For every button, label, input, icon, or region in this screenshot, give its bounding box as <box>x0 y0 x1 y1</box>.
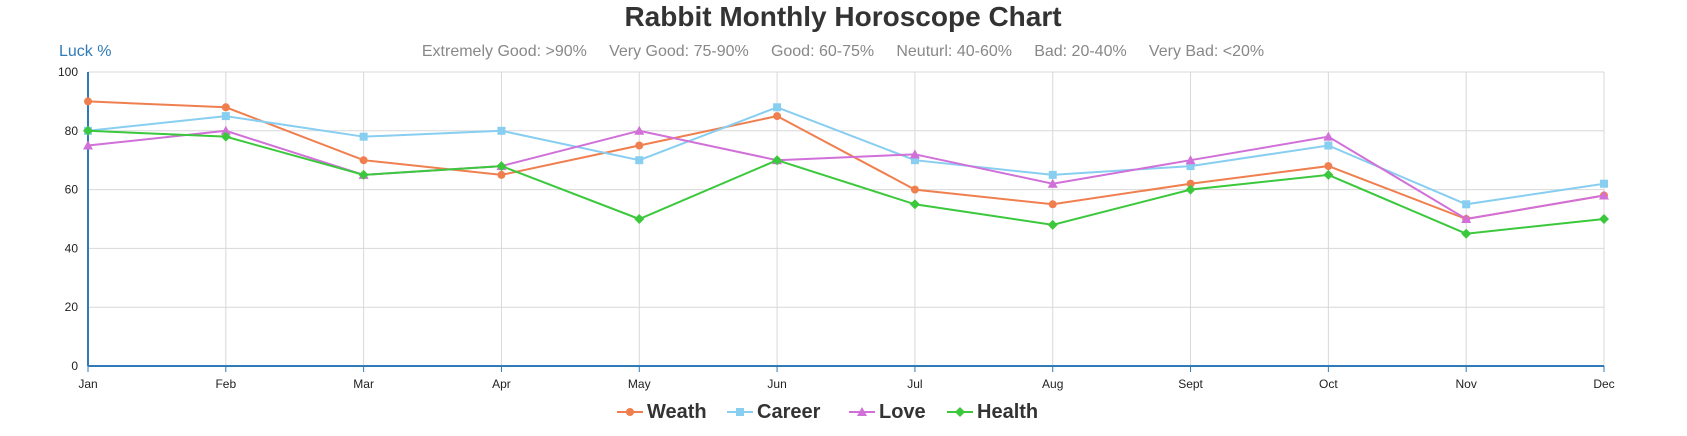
series-lines <box>83 97 1609 239</box>
data-point-love[interactable] <box>1185 155 1196 165</box>
legend-marker-icon[interactable] <box>857 407 867 416</box>
series-line-love[interactable] <box>87 129 1605 221</box>
data-point-career[interactable] <box>1462 200 1471 209</box>
y-tick-label: 0 <box>71 359 78 373</box>
data-point-health[interactable] <box>909 199 920 210</box>
x-tick-label: Dec <box>1593 377 1614 391</box>
data-point-health[interactable] <box>496 161 507 172</box>
legend-marker-icon[interactable] <box>626 408 634 416</box>
data-point-health[interactable] <box>1047 219 1058 230</box>
legend-item-career[interactable]: Career <box>727 401 821 423</box>
y-tick-label: 80 <box>65 124 79 138</box>
axes <box>87 72 1605 372</box>
grid-lines <box>87 71 1605 367</box>
x-tick-label: Jul <box>907 377 922 391</box>
chart-title: Rabbit Monthly Horoscope Chart <box>624 1 1061 32</box>
legend-label: Career <box>757 401 821 423</box>
x-tick-label: Aug <box>1042 377 1063 391</box>
data-point-health[interactable] <box>1323 169 1334 180</box>
data-point-health[interactable] <box>358 169 369 180</box>
y-tick-label: 100 <box>58 65 78 79</box>
data-point-career[interactable] <box>910 156 919 165</box>
data-point-weath[interactable] <box>1324 162 1333 171</box>
x-tick-label: May <box>628 377 651 391</box>
legend-item-love[interactable]: Love <box>849 401 926 423</box>
data-point-career[interactable] <box>497 126 506 135</box>
y-axis-label: Luck % <box>59 43 111 60</box>
legend-label: Love <box>879 401 926 423</box>
data-point-health[interactable] <box>220 131 231 142</box>
legend[interactable]: Weath Career Love Health <box>617 401 1038 423</box>
data-point-weath[interactable] <box>635 141 644 150</box>
data-point-weath[interactable] <box>1048 200 1057 209</box>
data-point-career[interactable] <box>221 112 230 121</box>
data-point-love[interactable] <box>1047 178 1058 188</box>
x-tick-label: Oct <box>1319 377 1338 391</box>
legend-item-weath[interactable]: Weath <box>617 401 707 423</box>
data-point-weath[interactable] <box>1186 179 1195 188</box>
data-point-health[interactable] <box>634 214 645 224</box>
data-point-health[interactable] <box>83 125 93 136</box>
legend-label: Weath <box>647 401 707 423</box>
x-tick-label: Sept <box>1178 377 1203 391</box>
data-point-weath[interactable] <box>910 185 919 194</box>
data-point-weath[interactable] <box>84 97 92 106</box>
x-tick-label: Apr <box>492 377 511 391</box>
data-point-love[interactable] <box>1461 214 1472 223</box>
legend-label: Health <box>977 401 1038 423</box>
data-point-love[interactable] <box>220 125 231 135</box>
data-point-love[interactable] <box>83 140 93 150</box>
data-point-weath[interactable] <box>221 103 230 112</box>
series-line-weath[interactable] <box>87 100 1605 221</box>
y-tick-label: 60 <box>65 183 79 197</box>
data-point-love[interactable] <box>1323 131 1334 141</box>
data-point-career[interactable] <box>635 156 644 165</box>
y-tick-label: 20 <box>65 300 79 314</box>
data-point-health[interactable] <box>772 155 783 166</box>
series-line-career[interactable] <box>87 106 1605 206</box>
data-point-health[interactable] <box>1185 184 1196 195</box>
data-point-love[interactable] <box>909 149 920 159</box>
data-point-career[interactable] <box>359 132 368 141</box>
data-point-health[interactable] <box>1599 214 1609 224</box>
data-point-career[interactable] <box>1186 162 1195 171</box>
data-point-weath[interactable] <box>773 112 782 121</box>
data-point-weath[interactable] <box>359 156 368 165</box>
data-point-weath[interactable] <box>497 170 506 179</box>
legend-marker-icon[interactable] <box>955 407 965 417</box>
legend-marker-icon[interactable] <box>736 408 744 416</box>
data-point-love[interactable] <box>634 125 645 135</box>
data-point-love[interactable] <box>1599 190 1609 200</box>
x-tick-label: Nov <box>1456 377 1477 391</box>
data-point-career[interactable] <box>1600 179 1608 188</box>
y-tick-label: 40 <box>65 241 79 255</box>
data-point-career[interactable] <box>1324 141 1333 150</box>
data-point-career[interactable] <box>1048 170 1057 179</box>
x-tick-label: Jun <box>767 377 786 391</box>
chart-subtitle: Extremely Good: >90% Very Good: 75-90% G… <box>422 43 1264 60</box>
x-tick-label: Mar <box>353 377 374 391</box>
data-point-career[interactable] <box>773 103 782 112</box>
x-tick-label: Feb <box>215 377 236 391</box>
data-point-health[interactable] <box>1461 228 1472 239</box>
series-line-health[interactable] <box>87 129 1605 235</box>
legend-item-health[interactable]: Health <box>947 401 1038 423</box>
x-tick-label: Jan <box>78 377 97 391</box>
tick-labels: 0 20 40 60 80 100 Jan Feb Mar Apr May Jun Jul Aug Sept… <box>58 65 1615 391</box>
